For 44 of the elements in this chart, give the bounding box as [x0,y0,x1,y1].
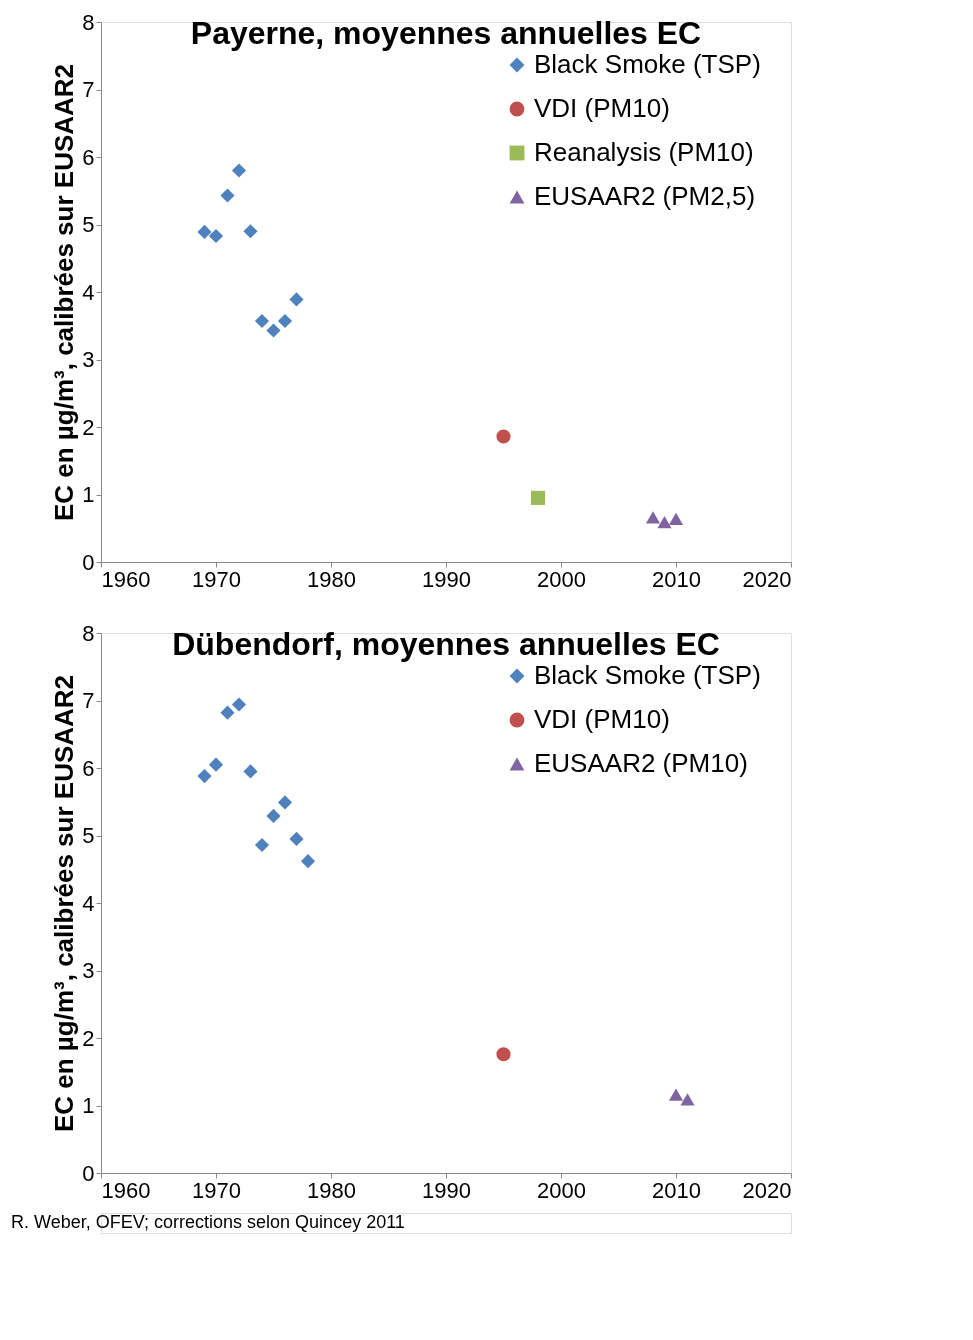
y-tick-label: 6 [82,144,95,170]
y-tick-label: 2 [82,1025,95,1051]
x-tick-label: 1960 [101,1177,151,1203]
y-axis-title: EC en µg/m³, calibrées sur EUSAAR2 [49,674,80,1133]
legend-label: Black Smoke (TSP) [534,660,761,690]
y-tick-label: 7 [82,688,95,713]
y-tick-label: 0 [82,549,95,575]
y-tick-label: 6 [82,755,95,781]
legend-label: EUSAAR2 (PM10) [534,748,748,778]
legend-label: Black Smoke (TSP) [534,49,761,79]
y-tick-label: 5 [82,823,95,848]
y-tick-label: 4 [82,890,95,916]
y-tick-label: 7 [82,77,95,102]
x-tick-label: 1980 [307,566,356,592]
y-axis-title: EC en µg/m³, calibrées sur EUSAAR2 [49,63,80,522]
chart-title: Payerne, moyennes annuelles EC [190,15,702,51]
y-tick-label: 5 [82,212,95,237]
x-tick-label: 1960 [101,566,151,592]
x-tick-label: 2000 [537,566,586,592]
y-tick-label: 0 [82,1160,95,1186]
x-tick-label: 2020 [742,1177,792,1203]
chart-title: Dübendorf, moyennes annuelles EC [172,626,720,662]
y-tick-label: 8 [82,620,95,646]
y-tick-label: 2 [82,414,95,440]
legend-label: VDI (PM10) [534,704,670,734]
x-tick-label: 1990 [422,566,471,592]
x-tick-label: 2020 [742,566,792,592]
text: R. Weber, OFEV; corrections selon Quincey 2011 [11,1212,405,1232]
legend-label: Reanalysis (PM10) [534,137,754,167]
x-tick-label: 2010 [652,1177,701,1203]
x-tick-label: 2010 [652,566,701,592]
y-tick-label: 3 [82,347,95,372]
y-tick-label: 1 [82,1093,95,1118]
y-tick-label: 4 [82,279,95,305]
x-tick-label: 1980 [307,1177,356,1203]
y-tick-label: 8 [82,9,95,35]
x-tick-label: 2000 [537,1177,586,1203]
x-tick-label: 1990 [422,1177,471,1203]
y-tick-label: 1 [82,482,95,507]
x-tick-label: 1970 [192,566,241,592]
x-tick-label: 1970 [192,1177,241,1203]
legend-label: EUSAAR2 (PM2,5) [534,181,756,211]
legend-label: VDI (PM10) [534,93,670,123]
y-tick-label: 3 [82,958,95,983]
